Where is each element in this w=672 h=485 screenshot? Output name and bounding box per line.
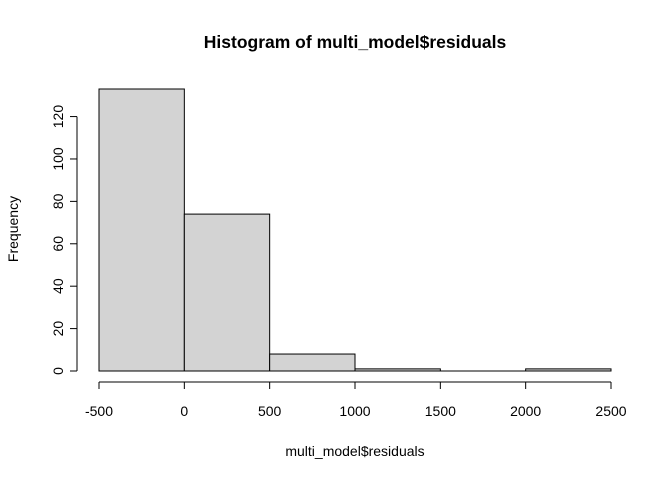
histogram-bar [99,89,184,371]
x-tick-label: 2500 [595,403,626,419]
y-tick-label: 40 [50,278,66,294]
x-axis: -500 0 500 1000 1500 2000 2500 [85,382,627,419]
x-tick-label: 500 [258,403,282,419]
y-axis-label: Frequency [5,196,21,262]
bars-layer [99,89,611,371]
chart-title: Histogram of multi_model$residuals [204,32,507,52]
y-tick-label: 20 [50,321,66,337]
histogram-bar [355,369,440,371]
histogram-bar [270,354,355,371]
x-tick-label: 1000 [339,403,370,419]
x-axis-label: multi_model$residuals [285,443,424,459]
y-tick-label: 120 [50,105,66,129]
y-tick-label: 60 [50,236,66,252]
y-tick-label: 80 [50,193,66,209]
x-tick-label: 2000 [510,403,541,419]
histogram-bar [184,214,269,371]
x-tick-label: 0 [180,403,188,419]
x-tick-label: 1500 [425,403,456,419]
y-tick-label: 100 [50,147,66,171]
histogram-bar [526,369,611,371]
x-tick-label: -500 [85,403,113,419]
y-axis: 0 20 40 60 80 100 120 [50,105,77,375]
y-tick-label: 0 [50,367,66,375]
